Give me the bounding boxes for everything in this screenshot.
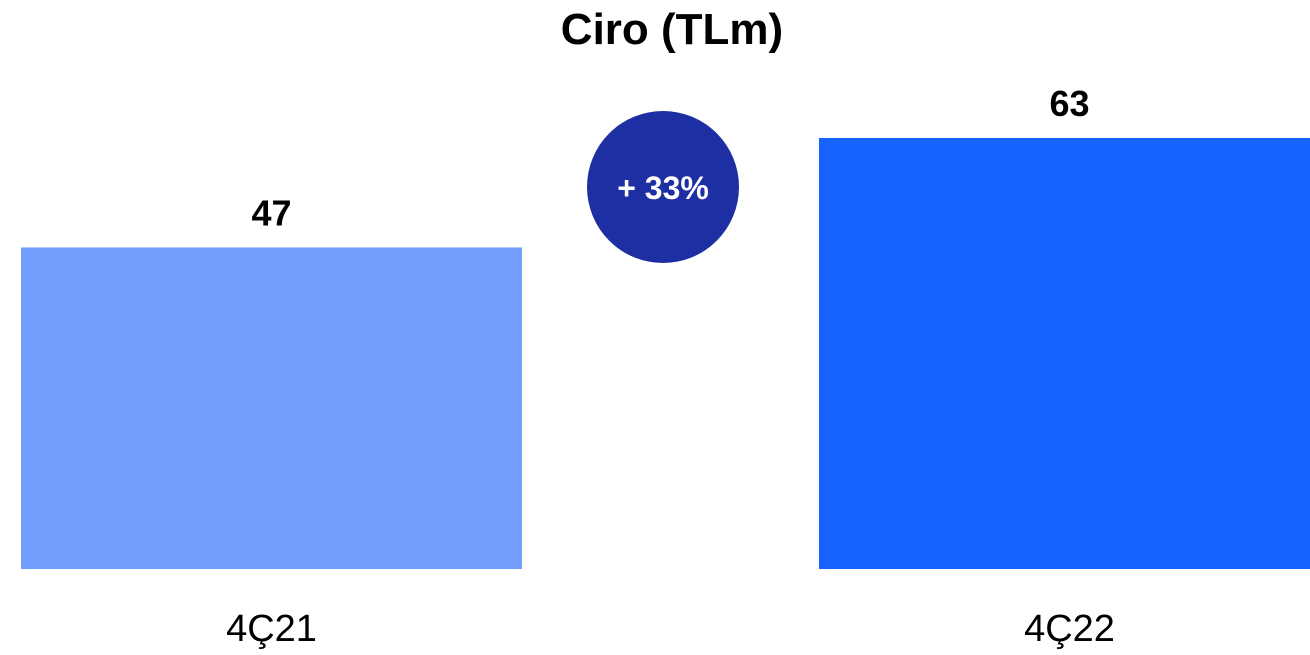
bars-layer: 47 4Ç21 63 4Ç22 (21, 83, 1310, 650)
chart-title: Ciro (TLm) (561, 5, 783, 54)
bar-value-label-1: 47 (251, 192, 291, 233)
category-label-2: 4Ç22 (1024, 608, 1115, 650)
bar-2 (819, 138, 1310, 569)
growth-badge: + 33% (587, 111, 739, 263)
bar-value-label-2: 63 (1049, 83, 1089, 124)
growth-circle (587, 111, 739, 263)
category-label-1: 4Ç21 (226, 608, 317, 650)
growth-label: + 33% (617, 170, 709, 206)
bar-1 (21, 247, 522, 569)
